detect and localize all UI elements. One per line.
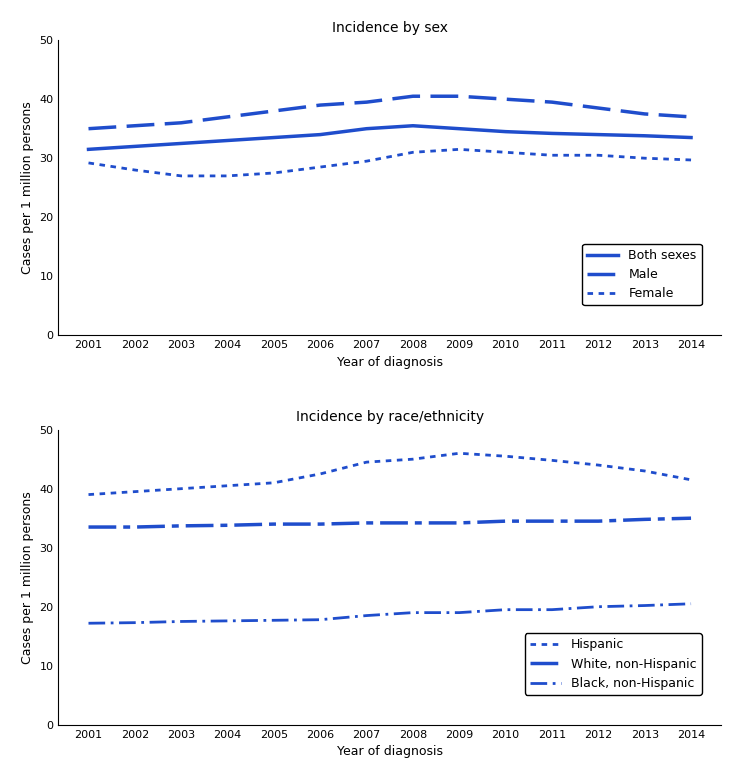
Male xyxy=(594,104,603,113)
White, non-Hispanic xyxy=(640,515,649,524)
Y-axis label: Cases per 1 million persons: Cases per 1 million persons xyxy=(21,101,34,274)
Both sexes xyxy=(84,145,93,154)
Both sexes xyxy=(594,130,603,139)
Both sexes xyxy=(640,131,649,140)
Legend: Both sexes, Male, Female: Both sexes, Male, Female xyxy=(582,244,702,305)
Female xyxy=(131,165,139,174)
Female xyxy=(594,150,603,160)
Female xyxy=(501,148,510,157)
Male xyxy=(548,97,556,107)
Black, non-Hispanic xyxy=(548,605,556,615)
Male xyxy=(409,92,418,101)
Female xyxy=(269,168,278,178)
Female xyxy=(362,157,371,166)
Both sexes xyxy=(177,139,186,148)
Hispanic xyxy=(177,484,186,493)
Female xyxy=(409,148,418,157)
Both sexes xyxy=(409,121,418,130)
Male xyxy=(84,124,93,133)
X-axis label: Year of diagnosis: Year of diagnosis xyxy=(337,356,443,368)
White, non-Hispanic xyxy=(455,518,464,527)
Male xyxy=(316,100,325,110)
White, non-Hispanic xyxy=(362,518,371,527)
Hispanic xyxy=(640,467,649,476)
Hispanic xyxy=(131,487,139,496)
Female xyxy=(455,145,464,154)
Black, non-Hispanic xyxy=(409,608,418,617)
Black, non-Hispanic xyxy=(686,599,695,608)
Male xyxy=(686,112,695,122)
White, non-Hispanic xyxy=(316,520,325,529)
Female xyxy=(686,155,695,164)
Hispanic xyxy=(548,456,556,465)
White, non-Hispanic xyxy=(409,518,418,527)
White, non-Hispanic xyxy=(269,520,278,529)
White, non-Hispanic xyxy=(177,521,186,530)
Hispanic xyxy=(362,457,371,467)
Hispanic xyxy=(84,490,93,499)
Line: Hispanic: Hispanic xyxy=(88,453,691,495)
Male xyxy=(131,121,139,130)
Hispanic xyxy=(594,460,603,470)
Black, non-Hispanic xyxy=(316,615,325,625)
Female xyxy=(223,171,232,181)
Male xyxy=(640,109,649,118)
Both sexes xyxy=(131,142,139,151)
Black, non-Hispanic xyxy=(223,616,232,626)
Hispanic xyxy=(501,452,510,461)
Hispanic xyxy=(686,475,695,485)
Black, non-Hispanic xyxy=(594,602,603,612)
Hispanic xyxy=(409,454,418,464)
Black, non-Hispanic xyxy=(362,611,371,620)
Hispanic xyxy=(316,469,325,478)
Female xyxy=(548,150,556,160)
Black, non-Hispanic xyxy=(269,615,278,625)
White, non-Hispanic xyxy=(131,523,139,532)
Both sexes xyxy=(548,129,556,138)
Both sexes xyxy=(269,133,278,143)
Female xyxy=(177,171,186,181)
Both sexes xyxy=(362,124,371,133)
Line: Both sexes: Both sexes xyxy=(88,125,691,150)
Both sexes xyxy=(455,124,464,133)
White, non-Hispanic xyxy=(594,516,603,526)
Black, non-Hispanic xyxy=(131,618,139,627)
Black, non-Hispanic xyxy=(455,608,464,617)
Black, non-Hispanic xyxy=(84,619,93,628)
Both sexes xyxy=(686,133,695,143)
Black, non-Hispanic xyxy=(177,617,186,626)
Female xyxy=(84,158,93,167)
White, non-Hispanic xyxy=(501,516,510,526)
Line: Male: Male xyxy=(88,97,691,129)
Male xyxy=(455,92,464,101)
Female xyxy=(640,153,649,163)
Hispanic xyxy=(269,478,278,488)
White, non-Hispanic xyxy=(686,513,695,523)
Legend: Hispanic, White, non-Hispanic, Black, non-Hispanic: Hispanic, White, non-Hispanic, Black, no… xyxy=(525,633,702,695)
Line: Female: Female xyxy=(88,150,691,176)
Title: Incidence by sex: Incidence by sex xyxy=(332,21,447,35)
Title: Incidence by race/ethnicity: Incidence by race/ethnicity xyxy=(296,411,484,425)
Line: White, non-Hispanic: White, non-Hispanic xyxy=(88,518,691,527)
Both sexes xyxy=(501,127,510,136)
White, non-Hispanic xyxy=(223,520,232,530)
X-axis label: Year of diagnosis: Year of diagnosis xyxy=(337,746,443,758)
Male xyxy=(177,118,186,128)
White, non-Hispanic xyxy=(548,516,556,526)
Hispanic xyxy=(223,481,232,491)
Black, non-Hispanic xyxy=(640,601,649,610)
Hispanic xyxy=(455,449,464,458)
Black, non-Hispanic xyxy=(501,605,510,615)
Both sexes xyxy=(223,136,232,145)
White, non-Hispanic xyxy=(84,523,93,532)
Male xyxy=(362,97,371,107)
Both sexes xyxy=(316,130,325,139)
Y-axis label: Cases per 1 million persons: Cases per 1 million persons xyxy=(21,491,34,664)
Male xyxy=(501,94,510,104)
Female xyxy=(316,162,325,171)
Male xyxy=(223,112,232,122)
Line: Black, non-Hispanic: Black, non-Hispanic xyxy=(88,604,691,623)
Male xyxy=(269,106,278,115)
